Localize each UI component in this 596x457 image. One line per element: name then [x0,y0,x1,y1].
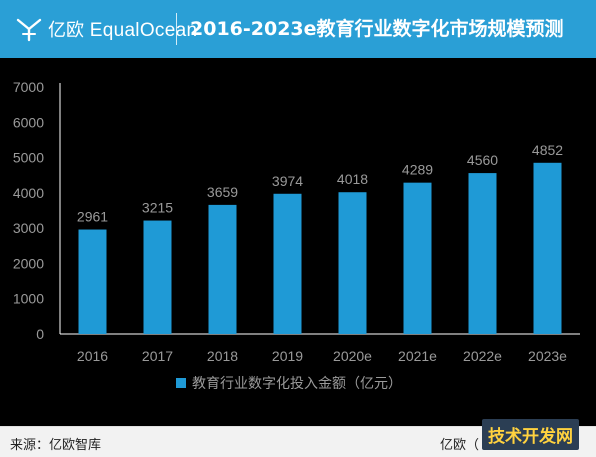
bar-2021e [403,182,432,334]
x-tick-label-2023e: 2023e [528,348,567,364]
bar-value-labels: 2961 3215 3659 3974 4018 4289 4560 4852 [77,142,563,225]
y-tick-label-5000: 5000 [13,150,44,166]
equalocean-logo-icon [16,18,42,42]
y-tick-label-4000: 4000 [13,185,44,201]
bar-2018 [208,204,237,334]
x-axis-ticks: 2016 2017 2018 2019 2020e 2021e 2022e 2023e [77,348,567,364]
value-label-2017: 3215 [142,200,173,216]
header-bar: 亿欧 EqualOcean 2016-2023e教育行业数字化市场规模预测 [0,0,596,58]
bar-2017 [143,220,172,334]
y-tick-label-1000: 1000 [13,291,44,307]
value-label-2018: 3659 [207,184,238,200]
value-label-2020e: 4018 [337,171,368,187]
legend-swatch [176,378,186,388]
bar-2016 [78,229,107,334]
y-tick-label-0: 0 [36,326,44,342]
bar-2022e [468,173,497,334]
x-tick-label-2017: 2017 [142,348,173,364]
y-tick-label-6000: 6000 [13,114,44,130]
value-label-2016: 2961 [77,209,108,225]
legend-label: 教育行业数字化投入金额（亿元） [192,376,402,392]
legend: 教育行业数字化投入金额（亿元） [176,376,402,392]
x-tick-label-2021e: 2021e [398,348,437,364]
x-tick-label-2019: 2019 [272,348,303,364]
brand-name: 亿欧 EqualOcean [48,16,197,42]
y-tick-label-3000: 3000 [13,220,44,236]
header-divider [176,13,177,45]
y-tick-label-7000: 7000 [13,79,44,95]
footer-brand-text: 亿欧（ [440,438,480,453]
y-axis-ticks: 0 1000 2000 3000 4000 5000 6000 7000 [13,79,44,342]
y-tick-label-2000: 2000 [13,255,44,271]
x-tick-label-2020e: 2020e [333,348,372,364]
bar-2019 [273,193,302,334]
x-tick-label-2018: 2018 [207,348,238,364]
bar-chart: 0 1000 2000 3000 4000 5000 6000 7000 2961 3215 36… [13,79,580,392]
bar-2020e [338,192,367,334]
bar-2023e [533,162,562,334]
brand-name-cn: 亿欧 [48,20,84,41]
bars [78,162,562,334]
value-label-2019: 3974 [272,173,303,189]
value-label-2021e: 4289 [402,162,433,178]
value-label-2023e: 4852 [532,142,563,158]
value-label-2022e: 4560 [467,152,498,168]
chart-title: 2016-2023e教育行业数字化市场规模预测 [190,18,564,40]
brand-name-en: EqualOcean [89,20,198,41]
x-tick-label-2016: 2016 [77,348,108,364]
x-tick-label-2022e: 2022e [463,348,502,364]
watermark-badge: 技术开发网 [482,419,579,450]
source-text: 来源：亿欧智库 [10,438,102,453]
logo: 亿欧 EqualOcean [0,0,197,58]
